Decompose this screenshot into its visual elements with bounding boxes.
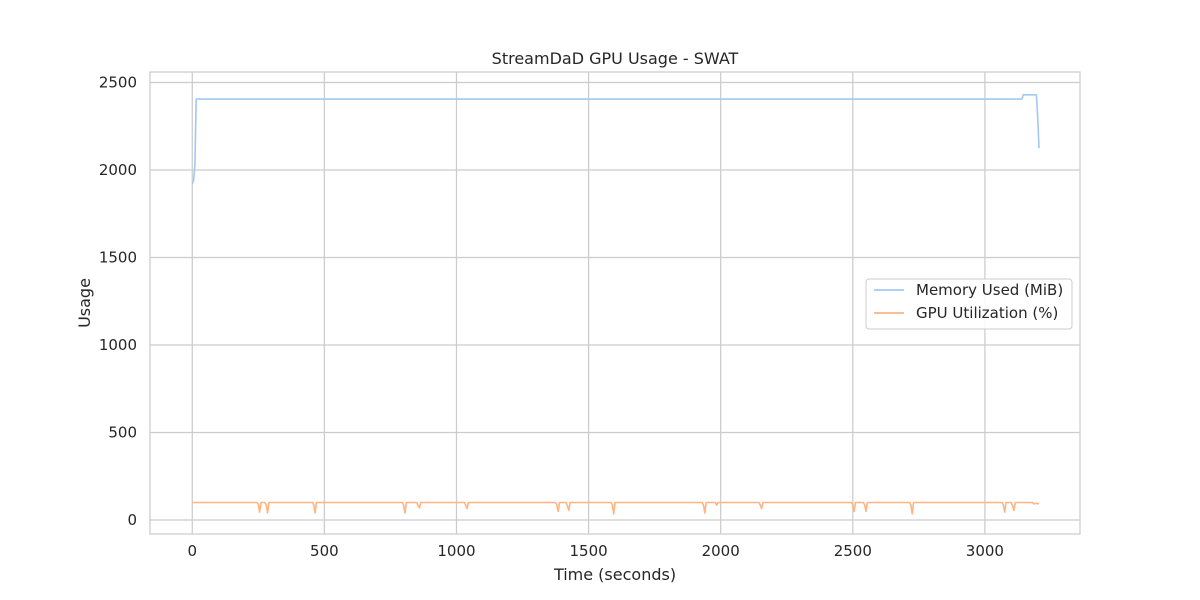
- grid: [150, 72, 1080, 534]
- x-tick-label: 500: [310, 542, 339, 560]
- x-tick-label: 1500: [569, 542, 607, 560]
- chart-title: StreamDaD GPU Usage - SWAT: [492, 49, 739, 68]
- y-tick-label: 2000: [99, 161, 137, 179]
- series-line-memory-used-mib: [191, 94, 1040, 185]
- legend-label-gpu-utilization: GPU Utilization (%): [916, 304, 1058, 322]
- y-axis-title: Usage: [75, 278, 94, 328]
- y-tick-label: 1000: [99, 336, 137, 354]
- legend-box: [865, 278, 1073, 330]
- legend: Memory Used (MiB) GPU Utilization (%): [865, 278, 1073, 330]
- ticks: 0 500 1000 1500 2000 2500 3000 0 500 1000 1500 2000…: [99, 74, 1004, 561]
- series-layer: [191, 94, 1040, 515]
- y-tick-label: 0: [127, 511, 137, 529]
- x-axis-title: Time (seconds): [553, 565, 676, 584]
- y-tick-label: 1500: [99, 249, 137, 267]
- x-tick-label: 3000: [966, 542, 1004, 560]
- y-tick-label: 500: [108, 424, 137, 442]
- x-tick-label: 1000: [437, 542, 475, 560]
- x-tick-label: 2500: [834, 542, 872, 560]
- series-line-gpu-utilization: [192, 501, 1040, 515]
- y-tick-label: 2500: [99, 74, 137, 92]
- legend-label-memory-used-mib: Memory Used (MiB): [916, 281, 1063, 299]
- x-tick-label: 0: [187, 542, 197, 560]
- x-tick-label: 2000: [702, 542, 740, 560]
- plot-frame: [149, 71, 1081, 535]
